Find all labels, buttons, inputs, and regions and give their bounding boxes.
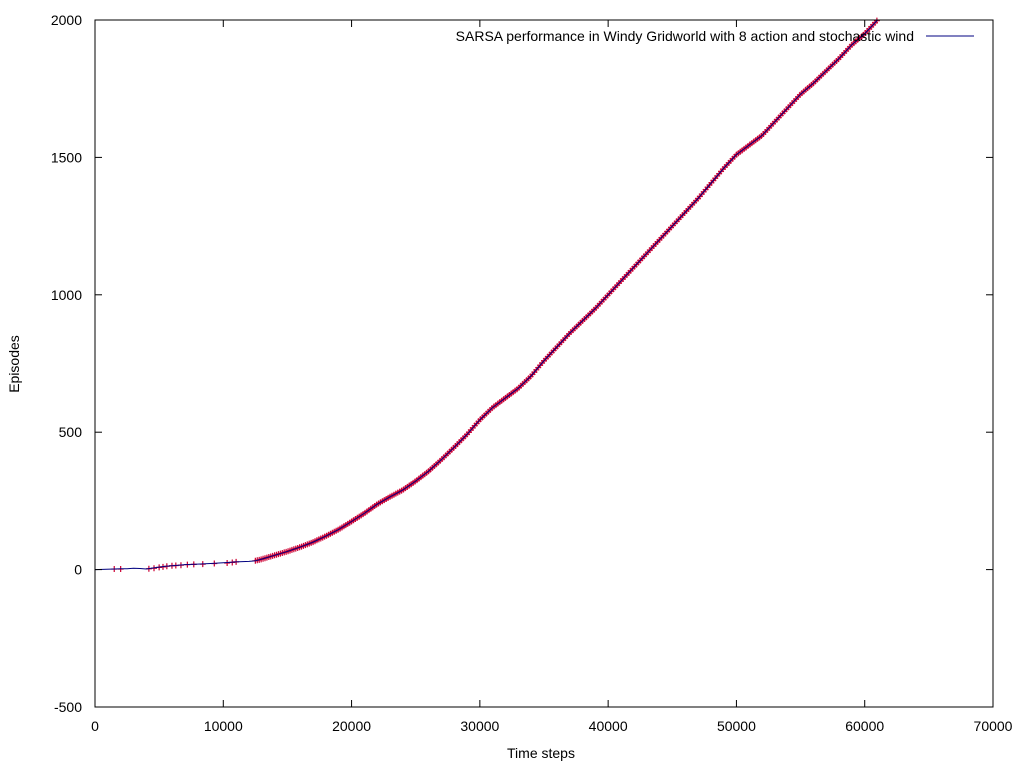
y-tick-label: 2000: [51, 12, 82, 28]
x-tick-label: 30000: [460, 718, 499, 734]
y-tick-label: -500: [54, 699, 82, 715]
x-tick-label: 0: [91, 718, 99, 734]
data-layer: [94, 17, 880, 573]
plot-frame: [94, 19, 994, 708]
y-tick-label: 500: [59, 424, 83, 440]
x-tick-label: 10000: [204, 718, 243, 734]
x-tick-label: 60000: [845, 718, 884, 734]
y-tick-label: 1500: [51, 149, 82, 165]
x-tick-label: 50000: [717, 718, 756, 734]
x-tick-label: 70000: [974, 718, 1013, 734]
x-tick-label: 40000: [589, 718, 628, 734]
series-line: [94, 19, 878, 571]
y-tick-label: 1000: [51, 287, 82, 303]
legend-label: SARSA performance in Windy Gridworld wit…: [456, 28, 914, 44]
legend: SARSA performance in Windy Gridworld wit…: [456, 28, 974, 44]
y-tick-label: 0: [74, 562, 82, 578]
y-axis-label: Episodes: [6, 335, 22, 393]
ticks-layer: 0 10000 20000 30000 40000 50000 60000 70000-500…: [51, 12, 1013, 734]
x-axis-label: Time steps: [507, 745, 575, 761]
x-tick-label: 20000: [332, 718, 371, 734]
